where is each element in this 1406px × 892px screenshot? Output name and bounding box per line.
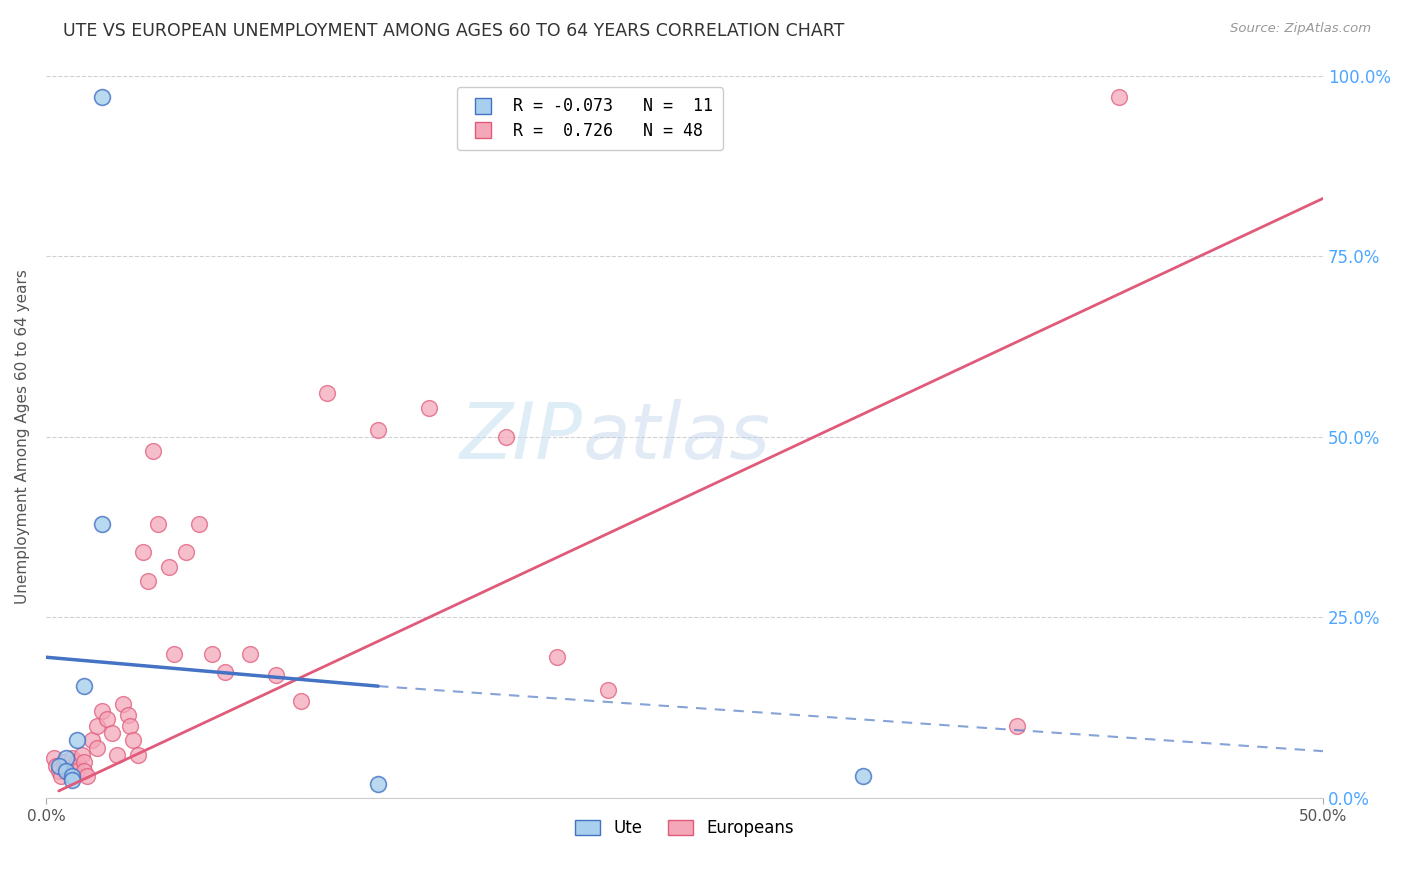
Point: [91, 705, 114, 719]
Point: [132, 545, 155, 559]
Point: [45, 758, 67, 772]
Point: [101, 726, 124, 740]
Point: [73, 764, 96, 778]
Point: [58, 765, 80, 780]
Point: [367, 777, 389, 791]
Point: [55, 761, 77, 775]
Point: [1108, 90, 1130, 104]
Point: [65, 764, 87, 778]
Point: [852, 769, 875, 783]
Point: [48, 758, 70, 772]
Point: [117, 708, 139, 723]
Text: UTE VS EUROPEAN UNEMPLOYMENT AMONG AGES 60 TO 64 YEARS CORRELATION CHART: UTE VS EUROPEAN UNEMPLOYMENT AMONG AGES …: [63, 22, 845, 40]
Point: [60, 761, 83, 775]
Point: [51, 769, 73, 783]
Point: [60, 773, 83, 788]
Point: [107, 747, 129, 762]
Point: [60, 769, 83, 783]
Y-axis label: Unemployment Among Ages 60 to 64 years: Unemployment Among Ages 60 to 64 years: [15, 269, 30, 604]
Point: [73, 755, 96, 769]
Point: [596, 682, 619, 697]
Point: [73, 679, 96, 693]
Legend: Ute, Europeans: Ute, Europeans: [569, 813, 800, 844]
Point: [48, 764, 70, 778]
Point: [157, 560, 180, 574]
Point: [91, 90, 114, 104]
Point: [121, 733, 143, 747]
Text: Source: ZipAtlas.com: Source: ZipAtlas.com: [1230, 22, 1371, 36]
Point: [188, 516, 211, 531]
Text: ZIP: ZIP: [460, 399, 582, 475]
Point: [214, 665, 236, 679]
Point: [316, 386, 339, 401]
Point: [367, 423, 389, 437]
Point: [86, 740, 108, 755]
Point: [1005, 719, 1028, 733]
Point: [120, 719, 142, 733]
Point: [80, 733, 103, 747]
Point: [42, 751, 65, 765]
Point: [127, 747, 149, 762]
Point: [264, 668, 287, 682]
Point: [111, 697, 134, 711]
Text: atlas: atlas: [582, 399, 770, 475]
Point: [201, 647, 224, 661]
Point: [76, 769, 98, 783]
Point: [86, 719, 108, 733]
Point: [70, 747, 93, 762]
Point: [142, 444, 165, 458]
Point: [546, 650, 568, 665]
Point: [65, 755, 87, 769]
Point: [96, 712, 118, 726]
Point: [418, 401, 440, 415]
Point: [495, 430, 517, 444]
Point: [65, 733, 87, 747]
Point: [148, 516, 170, 531]
Point: [163, 647, 186, 661]
Point: [91, 516, 114, 531]
Point: [55, 751, 77, 765]
Point: [239, 647, 262, 661]
Point: [52, 755, 75, 769]
Point: [60, 751, 83, 765]
Point: [55, 764, 77, 778]
Point: [136, 574, 159, 589]
Point: [290, 693, 312, 707]
Point: [176, 545, 198, 559]
